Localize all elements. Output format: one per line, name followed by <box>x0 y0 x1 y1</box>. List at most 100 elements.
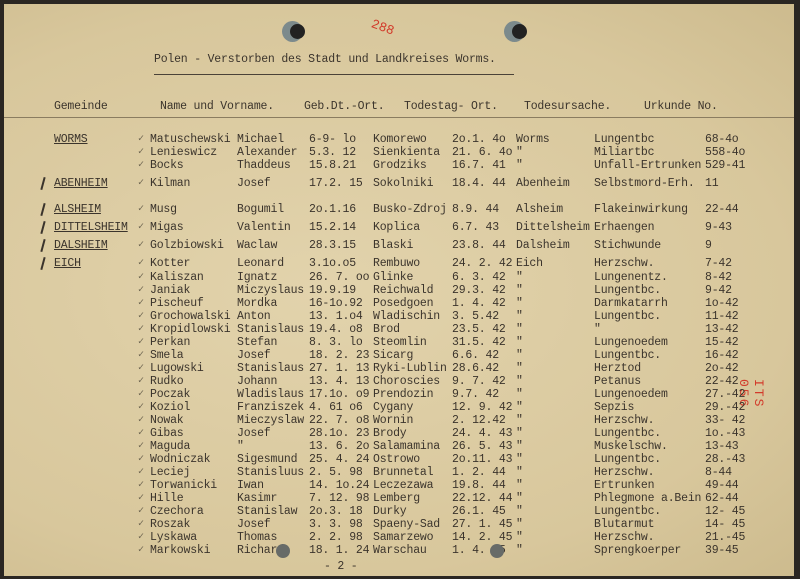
table-row: ✓ WORMS Matuschewski Michael 6-9- lo Komorewo… <box>4 133 794 146</box>
cell-first: Stefan <box>237 336 278 349</box>
table-row: ✓ Kropidlowski Stanislaus 19.4. o8 Brod 23.5.… <box>4 323 794 336</box>
cell-first: Valentin <box>237 221 291 234</box>
cell-birthplace: Steomlin <box>373 336 427 349</box>
cell-deathplace: Worms <box>516 133 550 146</box>
cell-cause: " <box>594 323 601 336</box>
header-rule <box>4 117 794 118</box>
cell-surname: Bocks <box>150 159 184 172</box>
check-mark-icon: ✓ <box>138 363 144 374</box>
check-mark-icon: ✓ <box>138 311 144 322</box>
punch-mark <box>276 544 290 558</box>
cell-first: Stanislaus <box>237 323 305 336</box>
cell-urkunde: 15-42 <box>705 336 739 349</box>
cell-birthplace: Prendozin <box>373 388 434 401</box>
cell-first: Franziszek <box>237 401 305 414</box>
cell-birthplace: Posedgoen <box>373 297 434 310</box>
cell-urkunde: 49-44 <box>705 479 739 492</box>
cell-cause: Lungenoedem <box>594 336 668 349</box>
cell-died: 29.3. 42 <box>452 284 506 297</box>
cell-first: Ignatz <box>237 271 278 284</box>
cell-deathplace: " <box>516 323 523 336</box>
cell-born: 26. 7. oo <box>309 271 370 284</box>
check-mark-icon: ✓ <box>138 415 144 426</box>
check-mark-icon: ✓ <box>138 337 144 348</box>
cell-urkunde: 33- 42 <box>705 414 746 427</box>
table-row: ✓ Kaliszan Ignatz 26. 7. oo Glinke 6. 3. 42 " L… <box>4 271 794 284</box>
check-mark-icon: ✓ <box>138 532 144 543</box>
cell-deathplace: " <box>516 453 523 466</box>
cell-urkunde: 29.-42 <box>705 401 746 414</box>
check-mark-icon: ✓ <box>138 376 144 387</box>
cell-cause: Darmkatarrh <box>594 297 668 310</box>
margin-tick-mark <box>40 220 46 235</box>
cell-deathplace: " <box>516 271 523 284</box>
cell-deathplace: " <box>516 466 523 479</box>
cell-deathplace: " <box>516 146 523 159</box>
cell-birthplace: Sokolniki <box>373 177 434 190</box>
cell-first: Stanisluus <box>237 466 305 479</box>
cell-gemeinde: ALSHEIM <box>54 203 101 216</box>
cell-urkunde: 9-42 <box>705 284 732 297</box>
cell-cause: Stichwunde <box>594 239 662 252</box>
cell-birthplace: Warschau <box>373 544 427 557</box>
cell-surname: Leciej <box>150 466 191 479</box>
cell-first: Miczyslaus <box>237 284 305 297</box>
cell-first: Richard <box>237 544 284 557</box>
cell-born: 25. 4. 24 <box>309 453 370 466</box>
table-row: ✓ Lugowski Stanislaus 27. 1. 13 Ryki-Lublin 2… <box>4 362 794 375</box>
cell-surname: Poczak <box>150 388 191 401</box>
check-mark-icon: ✓ <box>138 134 144 145</box>
cell-died: 24. 4. 43 <box>452 427 513 440</box>
cell-urkunde: 11-42 <box>705 310 739 323</box>
cell-surname: Markowski <box>150 544 211 557</box>
cell-cause: Sepzis <box>594 401 635 414</box>
cell-cause: Flakeinwirkung <box>594 203 688 216</box>
cell-birthplace: Spaeny-Sad <box>373 518 441 531</box>
check-mark-icon: ✓ <box>138 222 144 233</box>
cell-born: 15.8.21 <box>309 159 356 172</box>
cell-died: 2o.1. 4o <box>452 133 506 146</box>
cell-deathplace: " <box>516 375 523 388</box>
cell-died: 6. 3. 42 <box>452 271 506 284</box>
cell-surname: Wodniczak <box>150 453 211 466</box>
cell-surname: Nowak <box>150 414 184 427</box>
cell-surname: Lyskawa <box>150 531 197 544</box>
cell-cause: Erhaengen <box>594 221 655 234</box>
header-urkunde: Urkunde No. <box>644 100 718 113</box>
cell-cause: Lungentbc. <box>594 310 662 323</box>
table-row: ✓ ALSHEIM Musg Bogumil 2o.1.16 Busko-Zdroj 8.9… <box>4 202 794 217</box>
cell-birthplace: Wornin <box>373 414 414 427</box>
check-mark-icon: ✓ <box>138 350 144 361</box>
cell-died: 6.6. 42 <box>452 349 499 362</box>
cell-birthplace: Grodziks <box>373 159 427 172</box>
cell-urkunde: 9 <box>705 239 712 252</box>
cell-deathplace: " <box>516 518 523 531</box>
cell-urkunde: 62-44 <box>705 492 739 505</box>
check-mark-icon: ✓ <box>138 240 144 251</box>
check-mark-icon: ✓ <box>138 519 144 530</box>
cell-surname: Torwanicki <box>150 479 218 492</box>
table-row: ✓ Roszak Josef 3. 3. 98 Spaeny-Sad 27. 1. 45 "… <box>4 518 794 531</box>
cell-born: 18. 2. 23 <box>309 349 370 362</box>
punch-mark <box>490 544 504 558</box>
check-mark-icon: ✓ <box>138 493 144 504</box>
cell-surname: Kotter <box>150 257 191 270</box>
check-mark-icon: ✓ <box>138 160 144 171</box>
cell-died: 28.6.42 <box>452 362 499 375</box>
margin-tick-mark <box>40 176 46 191</box>
cell-first: " <box>237 440 244 453</box>
cell-first: Josef <box>237 349 271 362</box>
cell-birthplace: Komorewo <box>373 133 427 146</box>
cell-born: 4. 61 o6 <box>309 401 363 414</box>
cell-deathplace: " <box>516 297 523 310</box>
cell-birthplace: Lemberg <box>373 492 420 505</box>
cell-died: 14. 2. 45 <box>452 531 513 544</box>
cell-born: 27. 1. 13 <box>309 362 370 375</box>
cell-urkunde: 9-43 <box>705 221 732 234</box>
cell-born: 2o.3. 18 <box>309 505 363 518</box>
table-row: ✓ Pischeuf Mordka 16-1o.92 Posedgoen 1. 4. 42… <box>4 297 794 310</box>
cell-born: 3.1o.o5 <box>309 257 356 270</box>
cell-urkunde: 1o-42 <box>705 297 739 310</box>
cell-first: Stanislaw <box>237 505 298 518</box>
cell-gemeinde: EICH <box>54 257 81 270</box>
